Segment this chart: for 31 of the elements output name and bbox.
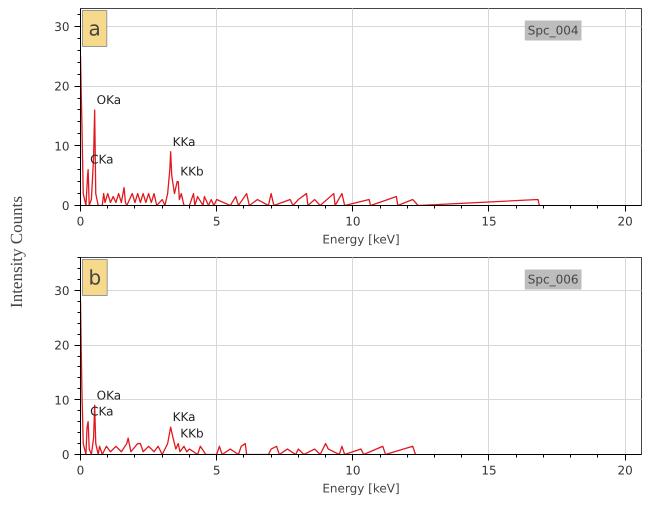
- y-tick-label: 0: [62, 199, 70, 213]
- annotation: a: [88, 16, 101, 40]
- annotation: OKa: [96, 388, 122, 402]
- annotation: OKa: [96, 92, 122, 107]
- y-tick-label: 20: [54, 338, 70, 353]
- y-axis-title: Intensity Counts: [7, 196, 26, 308]
- x-tick-label: 15: [481, 464, 497, 478]
- y-tick-label: 20: [54, 80, 70, 94]
- x-tick-label: 0: [76, 214, 84, 228]
- x-tick-label: 5: [212, 214, 220, 228]
- x-axis-title: Energy [keV]: [322, 482, 400, 496]
- x-tick-label: 20: [618, 214, 633, 228]
- annotation: KKb: [180, 164, 204, 179]
- y-tick-label: 10: [54, 393, 70, 408]
- y-tick-label: 30: [54, 20, 70, 34]
- annotation: KKa: [172, 134, 196, 149]
- annotation: Spc_006: [528, 272, 579, 286]
- y-tick-label: 10: [54, 139, 70, 154]
- annotation: Spc_004: [528, 24, 579, 38]
- annotation: KKb: [180, 426, 204, 441]
- y-tick-label: 30: [54, 284, 70, 298]
- x-tick-label: 20: [618, 464, 633, 478]
- x-tick-label: 10: [345, 214, 360, 228]
- x-tick-label: 0: [76, 464, 84, 478]
- x-axis-title: Energy [keV]: [322, 232, 400, 246]
- x-tick-label: 5: [212, 464, 220, 478]
- x-tick-label: 10: [345, 464, 360, 478]
- annotation: KKa: [172, 410, 196, 424]
- x-tick-label: 15: [481, 214, 497, 228]
- annotation: b: [88, 266, 102, 290]
- y-tick-label: 0: [62, 448, 70, 462]
